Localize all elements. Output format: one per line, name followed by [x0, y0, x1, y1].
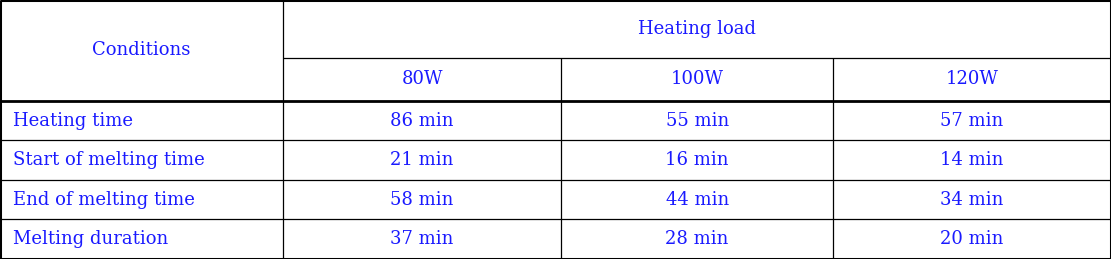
- Text: Heating time: Heating time: [13, 112, 133, 130]
- Text: 120W: 120W: [945, 70, 999, 88]
- Text: Start of melting time: Start of melting time: [13, 151, 206, 169]
- Text: 57 min: 57 min: [941, 112, 1003, 130]
- Text: 20 min: 20 min: [940, 230, 1004, 248]
- Text: End of melting time: End of melting time: [13, 191, 196, 209]
- Text: 21 min: 21 min: [390, 151, 454, 169]
- Text: 58 min: 58 min: [390, 191, 454, 209]
- Text: 37 min: 37 min: [390, 230, 454, 248]
- Text: 14 min: 14 min: [940, 151, 1004, 169]
- Text: 80W: 80W: [401, 70, 443, 88]
- Text: 86 min: 86 min: [390, 112, 454, 130]
- Text: 100W: 100W: [671, 70, 723, 88]
- Text: 28 min: 28 min: [665, 230, 729, 248]
- Text: 55 min: 55 min: [665, 112, 729, 130]
- Text: 44 min: 44 min: [665, 191, 729, 209]
- Text: Melting duration: Melting duration: [13, 230, 169, 248]
- Text: Conditions: Conditions: [92, 41, 191, 59]
- Text: 34 min: 34 min: [940, 191, 1004, 209]
- Text: 16 min: 16 min: [665, 151, 729, 169]
- Text: Heating load: Heating load: [638, 20, 757, 38]
